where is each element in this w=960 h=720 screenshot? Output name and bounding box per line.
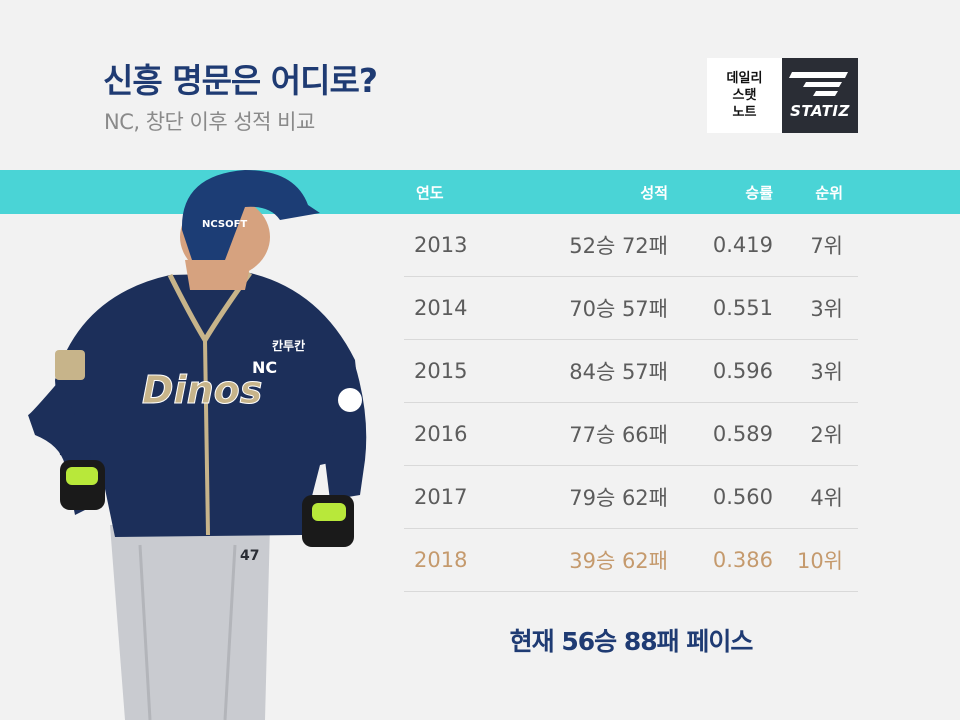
header-band: [0, 170, 960, 214]
record-table: 연도 성적 승률 순위 2013 52승 72패 0.419 7위 2014 7…: [404, 170, 858, 592]
daily-logo-line-2: 스탯: [732, 88, 757, 103]
table-row: 2014 70승 57패 0.551 3위: [404, 277, 858, 340]
cell-pct: 0.589: [712, 422, 773, 446]
cell-pct: 0.551: [712, 296, 773, 320]
cell-year: 2016: [414, 422, 468, 446]
cell-rank: 3위: [810, 360, 843, 384]
cell-pct: 0.419: [712, 233, 773, 257]
statiz-logo-text: STATIZ: [790, 102, 850, 120]
cell-rank: 2위: [810, 423, 843, 447]
cell-rank: 7위: [810, 234, 843, 258]
table-row: 2013 52승 72패 0.419 7위: [404, 214, 858, 277]
pants-number-text: 47: [240, 548, 259, 564]
helmet-text: NCSOFT: [202, 219, 247, 230]
statiz-logo: STATIZ: [782, 58, 858, 133]
cell-pct: 0.386: [712, 548, 773, 572]
table-row: 2016 77승 66패 0.589 2위: [404, 403, 858, 466]
cell-year: 2014: [414, 296, 468, 320]
cell-year: 2015: [414, 359, 468, 383]
header-rank: 순위: [815, 183, 843, 202]
statiz-stripes-icon: [789, 72, 848, 96]
jersey-dinos-text: Dinos: [142, 368, 262, 412]
pace-summary: 현재 56승 88패 페이스: [509, 627, 754, 656]
page-title: 신흥 명문은 어디로?: [103, 61, 378, 100]
chest-patch-text: 칸투칸: [272, 338, 305, 353]
baseball-player-image: NCSOFT 칸투칸 NC Dinos 47: [28, 170, 367, 720]
cell-record: 79승 62패: [569, 486, 668, 510]
cell-year: 2017: [414, 485, 468, 509]
table-row: 2015 84승 57패 0.596 3위: [404, 340, 858, 403]
cell-rank: 10위: [796, 549, 843, 573]
header-year: 연도: [416, 183, 444, 202]
table-row-highlight: 2018 39승 62패 0.386 10위: [404, 529, 858, 592]
cell-rank: 4위: [810, 486, 843, 510]
cell-pct: 0.560: [712, 485, 773, 509]
table-row: 2017 79승 62패 0.560 4위: [404, 466, 858, 529]
daily-stat-note-logo: 데일리 스탯 노트: [707, 58, 782, 133]
page-subtitle: NC, 창단 이후 성적 비교: [104, 110, 315, 134]
cell-year: 2018: [414, 548, 468, 572]
header-record: 성적: [640, 183, 668, 202]
cell-record: 77승 66패: [569, 423, 668, 447]
cell-record: 70승 57패: [569, 297, 668, 321]
daily-logo-line-1: 데일리: [726, 71, 763, 86]
cell-pct: 0.596: [712, 359, 773, 383]
daily-logo-line-3: 노트: [732, 105, 757, 120]
cell-record: 39승 62패: [569, 549, 668, 573]
cell-year: 2013: [414, 233, 468, 257]
cell-rank: 3위: [810, 297, 843, 321]
jersey-nc-text: NC: [252, 358, 277, 377]
header-pct: 승률: [745, 183, 773, 202]
cell-record: 52승 72패: [569, 234, 668, 258]
cell-record: 84승 57패: [569, 360, 668, 384]
table-header: 연도 성적 승률 순위: [404, 170, 858, 214]
